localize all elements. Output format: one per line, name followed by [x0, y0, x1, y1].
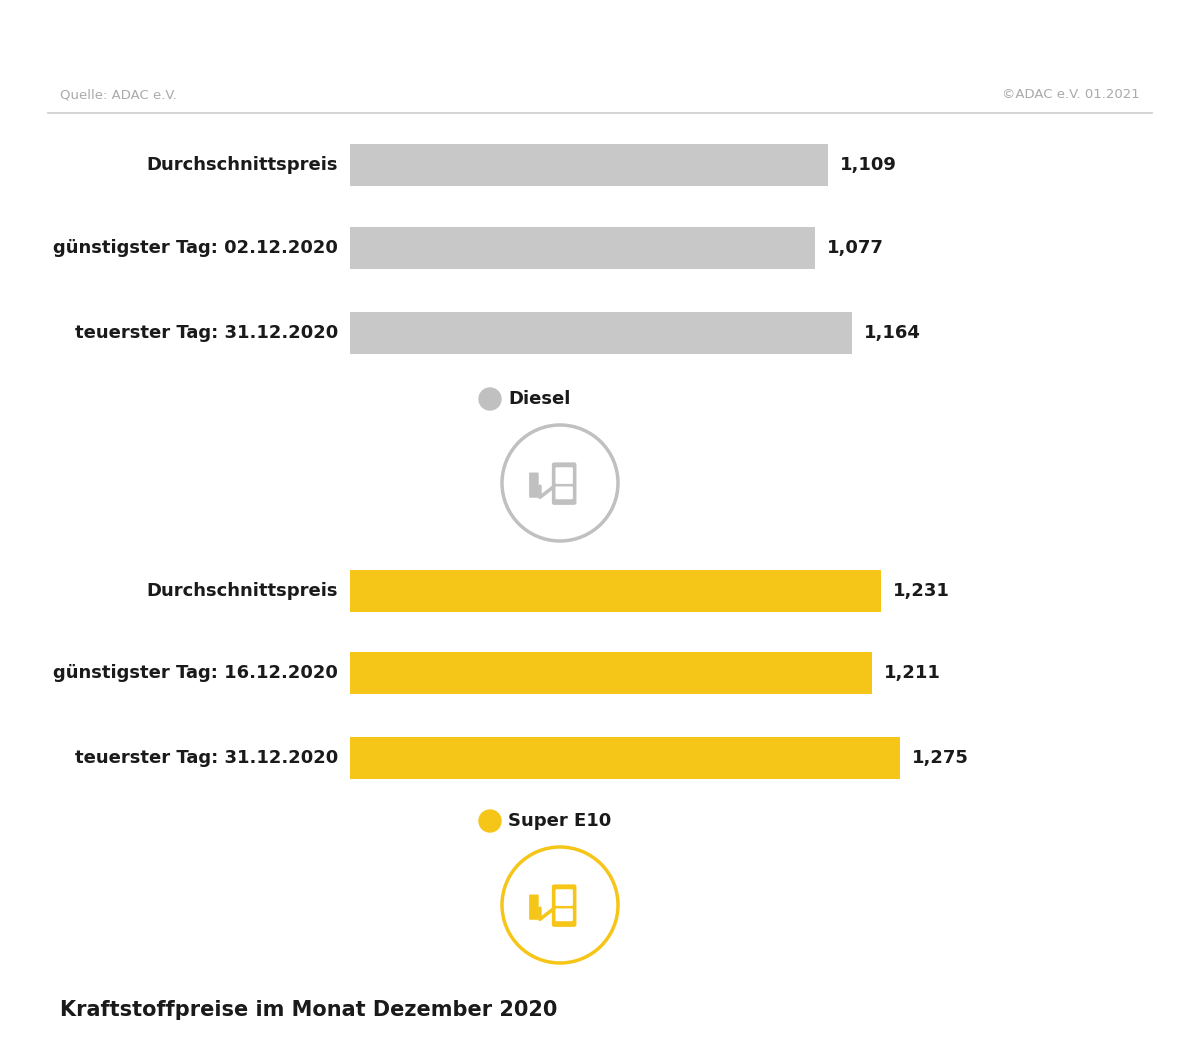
Text: Kraftstoffpreise im Monat Dezember 2020: Kraftstoffpreise im Monat Dezember 2020 — [60, 1000, 557, 1020]
Text: 1,109: 1,109 — [840, 156, 898, 174]
FancyBboxPatch shape — [350, 144, 828, 186]
Ellipse shape — [479, 388, 502, 410]
Text: Diesel: Diesel — [508, 390, 570, 408]
FancyBboxPatch shape — [556, 468, 572, 484]
Text: 1,211: 1,211 — [884, 664, 941, 682]
Text: Super E10: Super E10 — [508, 812, 611, 830]
FancyBboxPatch shape — [552, 885, 576, 927]
FancyBboxPatch shape — [350, 737, 900, 779]
FancyBboxPatch shape — [556, 890, 572, 906]
FancyBboxPatch shape — [529, 894, 539, 919]
FancyBboxPatch shape — [556, 909, 572, 921]
Text: 1,231: 1,231 — [893, 582, 950, 600]
FancyBboxPatch shape — [350, 227, 815, 269]
Text: günstigster Tag: 16.12.2020: günstigster Tag: 16.12.2020 — [53, 664, 338, 682]
FancyBboxPatch shape — [350, 570, 881, 612]
Text: Durchschnittspreis: Durchschnittspreis — [146, 582, 338, 600]
Text: 1,077: 1,077 — [827, 239, 883, 257]
Text: teuerster Tag: 31.12.2020: teuerster Tag: 31.12.2020 — [74, 324, 338, 342]
Text: günstigster Tag: 02.12.2020: günstigster Tag: 02.12.2020 — [53, 239, 338, 257]
Ellipse shape — [479, 810, 502, 832]
FancyBboxPatch shape — [529, 473, 539, 498]
FancyBboxPatch shape — [556, 486, 572, 499]
Text: teuerster Tag: 31.12.2020: teuerster Tag: 31.12.2020 — [74, 749, 338, 767]
FancyBboxPatch shape — [350, 652, 872, 694]
Text: ©ADAC e.V. 01.2021: ©ADAC e.V. 01.2021 — [1002, 88, 1140, 101]
Text: Quelle: ADAC e.V.: Quelle: ADAC e.V. — [60, 88, 176, 101]
Text: 1,275: 1,275 — [912, 749, 968, 767]
Text: Durchschnittspreis: Durchschnittspreis — [146, 156, 338, 174]
FancyBboxPatch shape — [552, 462, 576, 504]
Text: 1,164: 1,164 — [864, 324, 920, 342]
FancyBboxPatch shape — [350, 312, 852, 354]
